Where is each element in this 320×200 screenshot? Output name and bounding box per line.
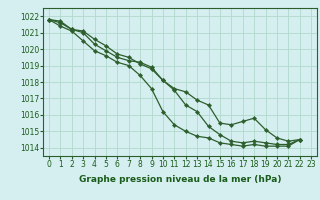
X-axis label: Graphe pression niveau de la mer (hPa): Graphe pression niveau de la mer (hPa) (79, 175, 281, 184)
